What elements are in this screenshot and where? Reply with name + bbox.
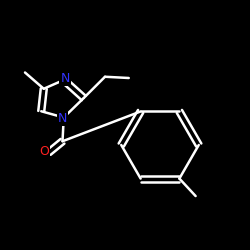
Text: N: N xyxy=(60,72,70,85)
Text: O: O xyxy=(39,145,49,158)
Text: N: N xyxy=(58,112,67,125)
